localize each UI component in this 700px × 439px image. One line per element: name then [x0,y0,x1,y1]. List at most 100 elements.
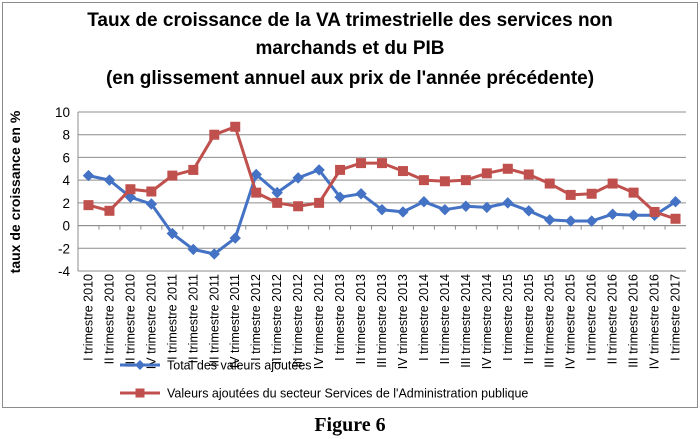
x-tick-label: IV trimestre 2011 [228,274,242,368]
data-point [82,169,95,182]
x-tick-label: IV trimestre 2010 [144,274,158,369]
x-tick-label: II trimestre 2015 [522,274,536,364]
data-point [607,178,618,189]
data-point [586,188,597,199]
data-point [502,163,513,174]
axes: -4 -2 0 2 4 6 8 10 I trimestre 2010 II trimestre … [55,105,686,369]
data-point [523,169,534,180]
x-tick-label: II trimestre 2010 [102,274,116,364]
x-tick-label: IV trimestre 2012 [312,274,326,369]
data-point [564,215,577,227]
data-point [124,191,137,203]
x-tick-label: I trimestre 2015 [501,274,515,361]
data-point [627,209,640,222]
data-point [188,164,199,175]
y-tick-label: -2 [58,241,70,256]
x-tick-label: IV trimestre 2015 [564,274,578,369]
data-point [250,168,262,181]
y-tick-label: 10 [55,105,70,120]
x-tick-label: II trimestre 2012 [270,274,284,364]
data-point [103,174,116,186]
data-point [439,203,451,216]
y-tick-label: 6 [62,150,70,165]
data-point [335,164,346,175]
x-tick-label: II trimestre 2016 [606,274,620,364]
y-tick-label: 2 [62,196,70,211]
data-point [167,170,178,181]
y-tick-label: 0 [62,219,70,234]
x-tick-label: II trimestre 2014 [438,274,452,364]
x-tick-label: IV trimestre 2014 [480,274,494,369]
x-tick-label: III trimestre 2011 [207,274,221,367]
data-point [481,201,493,214]
data-point [356,158,367,169]
data-point [230,121,241,132]
data-point [418,175,429,186]
x-tick-label: I trimestre 2016 [585,274,599,361]
x-tick-label: II trimestre 2011 [186,274,200,363]
data-point [397,166,408,177]
data-point [251,187,262,198]
data-point [313,164,325,176]
line-chart: -4 -2 0 2 4 6 8 10 I trimestre 2010 II trimestre … [7,105,686,401]
legend: Total des valeurs ajoutées Valeurs ajouté… [120,359,528,401]
data-point [544,214,556,226]
data-point [439,176,450,187]
legend-marker [135,360,145,370]
x-tick-label: II trimestre 2013 [354,274,368,364]
data-point [334,191,346,203]
data-point [272,197,283,208]
data-point [502,197,514,209]
data-point [481,168,492,179]
x-tick-label: III trimestre 2016 [627,274,641,368]
data-point [397,206,409,218]
data-point [229,232,241,244]
data-point [125,184,136,195]
data-point [544,178,555,189]
data-point [649,206,660,217]
grid [78,111,686,272]
series-layer [82,121,682,260]
data-point [314,197,325,208]
x-tick-label: III trimestre 2013 [375,274,389,368]
data-point [209,129,220,140]
data-point [187,243,200,256]
data-point [271,186,283,199]
x-tick-label: I trimestre 2017 [669,274,683,361]
data-point [460,175,471,186]
data-point [418,196,430,208]
x-tick-label: I trimestre 2012 [249,274,263,361]
x-tick-label: I trimestre 2011 [165,274,179,360]
data-point [670,213,681,224]
chart-title-line-1: Taux de croissance de la VA trimestriell… [87,10,613,31]
x-tick-label: IV trimestre 2013 [396,274,410,369]
data-point [104,205,115,216]
data-point [293,201,304,212]
y-tick-label: 8 [62,128,70,143]
data-point [523,205,535,217]
legend-label: Total des valeurs ajoutées [167,359,312,373]
data-point [377,158,387,169]
y-tick-label: 4 [62,173,70,188]
data-point [145,198,158,210]
chart-title-line-3: (en glissement annuel aux prix de l'anné… [105,68,595,89]
data-point [669,196,682,208]
x-tick-label: I trimestre 2013 [333,274,347,361]
data-point [606,208,619,220]
chart-title-line-2: marchands et du PIB [255,38,445,59]
x-tick-label: III trimestre 2012 [291,274,305,368]
data-point [83,200,94,211]
x-tick-label: III trimestre 2010 [123,274,137,368]
data-point [565,189,576,200]
y-tick-label: -4 [58,264,70,279]
data-point [208,248,220,260]
x-tick-label: III trimestre 2014 [459,274,473,368]
data-point [292,172,304,184]
x-tick-label: I trimestre 2014 [417,274,431,361]
data-point [166,227,179,240]
x-tick-label: I trimestre 2010 [81,274,95,361]
data-point [355,188,367,200]
data-point [376,203,388,216]
data-point [585,215,598,227]
x-tick-label: IV trimestre 2016 [648,274,662,369]
